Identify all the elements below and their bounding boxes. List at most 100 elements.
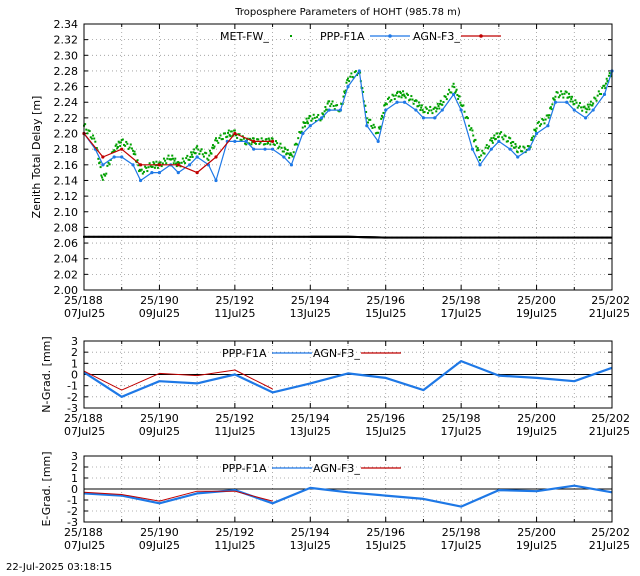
panel3-xtick-date: 15Jul25 [365,539,406,552]
panel1-series-met-fw-point [463,110,466,113]
panel1-series-met-fw-point [396,90,399,93]
panel1-series-constant-point [245,235,248,238]
panel2-xtick-date: 19Jul25 [516,425,557,438]
panel1-series-met-fw-point [202,155,205,158]
panel2-xtick-date: 17Jul25 [441,425,482,438]
panel1-ytick-label: 2.08 [54,221,79,234]
panel1-series-met-fw-point [161,162,164,165]
panel1-series-met-fw-point [563,92,566,95]
panel1-series-met-fw-point [313,116,316,119]
panel1-series-constant-point [441,236,444,239]
panel1-series-met-fw-point [401,94,404,97]
panel1-series-constant-point [233,235,236,238]
panel1-xtick-doy: 25/190 [140,294,179,307]
panel1-series-constant-point [564,236,567,239]
panel1-series-met-fw-point [444,95,447,98]
panel1-series-met-fw-point [534,128,537,131]
panel1-series-met-fw-point [601,86,604,89]
panel1-series-constant-point [90,235,93,238]
panel3-xtick-doy: 25/194 [291,526,330,539]
panel1-series-constant-point [502,236,505,239]
panel1-series-ppp-f1a-point [602,92,607,97]
panel1-series-met-fw-point [274,140,277,143]
panel1-series-constant-point [388,236,391,239]
panel2-xtick-date: 21Jul25 [589,425,630,438]
panel1-series-met-fw-point [541,117,544,120]
panel1-series-met-fw-point [134,153,137,156]
panel1-series-met-fw-point [545,114,548,117]
panel1-series-met-fw-point [147,166,150,169]
panel1-series-met-fw-point [352,76,355,79]
panel1-series-met-fw-point [362,90,365,93]
panel1-series-constant-point [222,235,225,238]
panel1-ytick-label: 2.04 [54,253,79,266]
panel1-series-met-fw-point [174,157,177,160]
panel1-series-constant-point [411,236,414,239]
panel1-series-constant-point [505,236,508,239]
panel1-series-met-fw-point [471,129,474,132]
panel1-series-met-fw-point [116,146,119,149]
panel1-series-constant-point [129,235,132,238]
panel1-series-constant-point [558,236,561,239]
panel1-series-met-fw-point [244,142,247,145]
panel1-series-constant-point [240,235,243,238]
panel1-series-constant-point [523,236,525,239]
panel1-series-met-fw-point [491,139,494,142]
panel1-series-met-fw-point [165,162,168,165]
panel1-series-constant-point [221,235,224,238]
panel1-series-met-fw-point [480,154,483,157]
panel1-series-constant-point [589,236,592,239]
panel1-series-met-fw-point [549,106,552,109]
panel1-series-constant-point [108,235,111,238]
panel1-ytick-label: 2.24 [54,96,79,109]
panel1-series-constant-point [308,235,311,238]
panel1-series-constant-point [153,235,156,238]
panel1-series-met-fw-point [513,146,516,149]
panel1-series-met-fw-point [145,166,148,169]
panel1-series-constant-point [448,236,451,239]
panel2-xtick-doy: 25/202 [591,412,630,425]
panel1-series-constant-point [385,236,388,239]
panel1-series-constant-point [593,236,596,239]
panel1-series-constant-point [479,236,481,239]
panel2-ytick-label: 1 [71,357,78,370]
panel1-series-constant-point [227,235,230,238]
panel1-series-met-fw-point [259,141,262,144]
panel1-series-constant-point [531,236,534,239]
panel1-series-met-fw-point [160,165,163,168]
panel1-series-ppp-f1a-point [270,147,275,151]
panel1-series-met-fw-point [438,107,441,110]
panel1-series-constant-point [492,236,495,239]
panel1-series-constant-point [595,236,598,239]
panel1-series-met-fw-point [557,96,560,99]
panel1-series-met-fw-point [478,156,481,159]
panel2-xtick-doy: 25/196 [366,412,405,425]
panel2-xtick-date: 07Jul25 [64,425,105,438]
panel1-series-met-fw-point [508,136,511,139]
panel1-series-constant-point [521,236,524,239]
panel1-series-constant-point [548,236,551,239]
panel1-series-met-fw-point [155,160,158,163]
panel1-series-constant-point [189,235,192,238]
panel1-series-met-fw-point [526,145,529,148]
panel1-series-met-fw-point [353,71,356,74]
panel1-series-constant-point [426,236,429,239]
panel1-series-constant-point [396,236,399,239]
panel1-xtick-doy: 25/188 [64,294,103,307]
panel1-series-met-fw-point [436,102,439,105]
panel1-series-met-fw-point [124,144,127,147]
panel1-ytick-label: 2.30 [54,49,79,62]
panel1-series-met-fw-point [592,102,595,105]
panel1-series-constant-point [91,235,94,238]
panel1-series-met-fw-point [271,137,274,140]
panel1-xtick-date: 11Jul25 [214,307,255,320]
panel1-series-met-fw-point [153,162,156,165]
panel1-series-ppp-f1a-point [440,108,444,112]
panel1-series-met-fw-point [152,161,155,164]
panel1-series-met-fw-point [215,137,217,140]
panel1-series-ppp-f1a-point [470,147,475,151]
panel1-series-met-fw-point [311,117,314,120]
panel1-series-constant-point [491,236,494,239]
panel1-series-met-fw-point [130,147,133,150]
